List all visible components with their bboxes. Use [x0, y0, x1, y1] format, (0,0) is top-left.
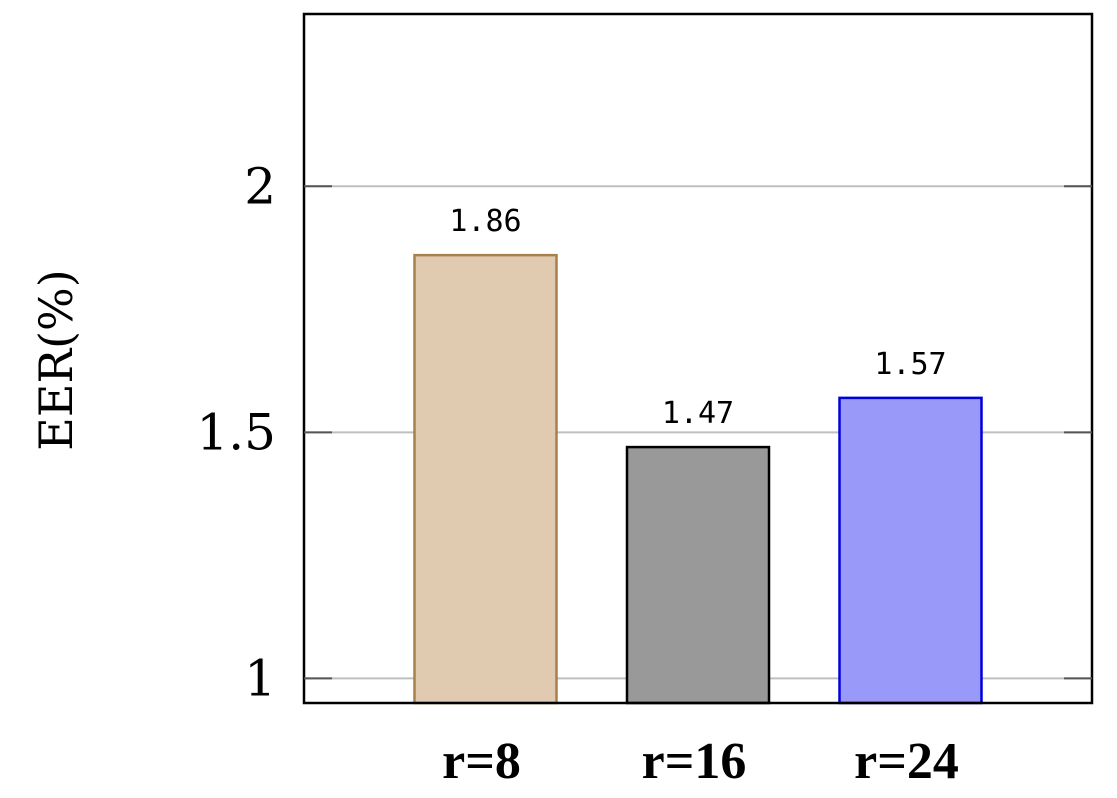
y-ticks: [304, 185, 1092, 680]
y-tick-label: 1: [244, 649, 276, 707]
bar-value-label: 1.57: [874, 347, 946, 382]
plot-frame: [302, 12, 1094, 705]
x-category-label: r=8: [442, 733, 521, 790]
bar: [838, 396, 983, 705]
labels: 1 1.5 2 1.86 r=8 1.47 r=16 1.57 r=24: [196, 157, 958, 790]
bar-value-label: 1.47: [662, 396, 734, 431]
y-axis-label: EER(%): [29, 269, 83, 450]
bar: [625, 445, 771, 705]
y-tick-label: 2: [244, 157, 276, 215]
bars: [413, 253, 983, 705]
bar-value-label: 1.86: [449, 204, 521, 239]
y-tick-label: 1.5: [196, 403, 276, 461]
x-category-label: r=16: [642, 733, 747, 790]
bar: [413, 253, 558, 705]
x-category-label: r=24: [854, 733, 959, 790]
